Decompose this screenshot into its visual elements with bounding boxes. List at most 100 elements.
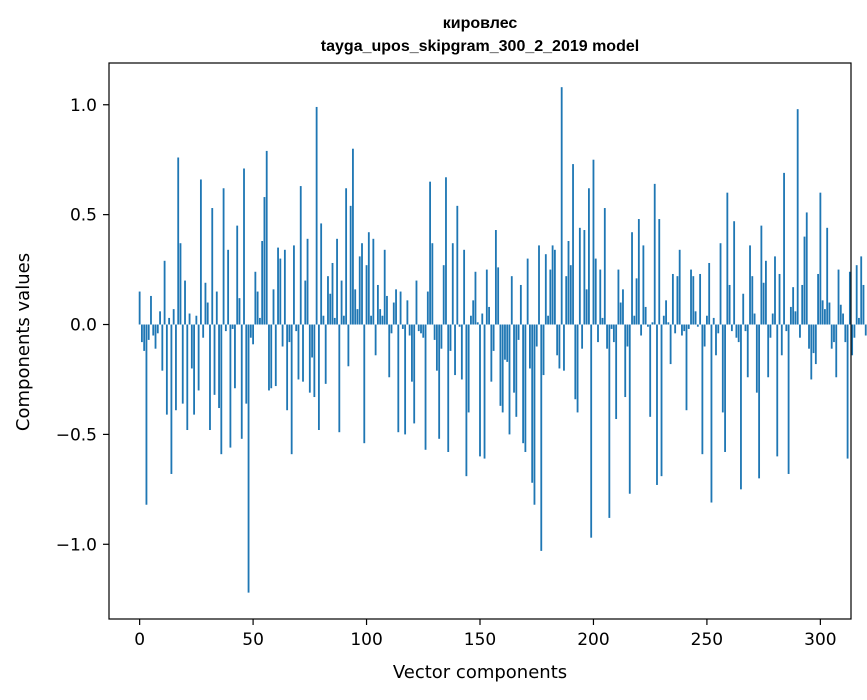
bar-118 (406, 300, 409, 325)
bar-219 (635, 278, 638, 325)
bar-112 (392, 302, 395, 325)
bar-257 (721, 324, 724, 413)
bar-284 (783, 172, 785, 325)
bar-73 (304, 280, 307, 325)
bar-11 (163, 260, 166, 325)
bar-97 (358, 256, 361, 325)
x-axis-ticks: 0 50 100 150 200 250 300 (134, 619, 837, 650)
bar-49 (249, 324, 252, 338)
y-tick-label: 0.0 (70, 316, 97, 336)
bar-217 (631, 232, 633, 325)
bar-278 (769, 324, 772, 338)
bar-308 (837, 269, 840, 325)
bar-179 (544, 254, 547, 325)
bar-90 (342, 315, 345, 325)
bar-47 (245, 324, 248, 404)
bar-216 (628, 324, 631, 494)
bar-196 (583, 230, 586, 325)
bar-253 (712, 317, 715, 325)
bar-78 (315, 106, 318, 325)
bar-247 (699, 273, 702, 325)
bar-301 (821, 300, 824, 325)
y-tick-label: 0.5 (70, 206, 97, 226)
bar-288 (792, 287, 795, 325)
bar-164 (510, 276, 513, 325)
bar-165 (513, 324, 515, 393)
bar-86 (333, 317, 336, 325)
bar-120 (411, 324, 413, 382)
bar-34 (215, 291, 218, 325)
bar-293 (803, 236, 806, 325)
bar-277 (767, 324, 770, 378)
bar-148 (474, 271, 477, 325)
bar-251 (708, 262, 711, 325)
bar-69 (295, 324, 298, 332)
bar-240 (683, 324, 686, 332)
bar-201 (594, 258, 597, 325)
bar-125 (422, 324, 425, 338)
bar-244 (692, 276, 695, 325)
bar-152 (483, 324, 486, 459)
bar-230 (660, 324, 663, 477)
bar-151 (481, 313, 484, 325)
bar-258 (724, 324, 726, 452)
bar-35 (218, 324, 220, 409)
bar-106 (379, 309, 382, 325)
bar-304 (828, 302, 831, 325)
bar-77 (313, 324, 316, 398)
bars (138, 87, 867, 593)
bar-213 (622, 289, 624, 325)
bar-189 (567, 241, 570, 325)
bar-312 (846, 324, 849, 459)
bar-132 (438, 324, 441, 439)
bar-65 (286, 324, 289, 411)
bar-202 (597, 324, 599, 343)
bar-74 (306, 238, 309, 325)
x-tick-label: 150 (464, 630, 496, 650)
bar-153 (485, 269, 488, 325)
bar-123 (417, 324, 420, 332)
bar-25 (195, 315, 198, 325)
bar-208 (610, 324, 613, 329)
bar-252 (710, 324, 713, 503)
bar-72 (302, 324, 304, 382)
bar-6 (152, 324, 155, 336)
bar-190 (569, 265, 572, 325)
bar-154 (488, 306, 490, 325)
bar-147 (472, 300, 475, 325)
bar-186 (560, 87, 563, 325)
bar-94 (352, 148, 354, 325)
bar-18 (179, 243, 182, 325)
bar-1 (140, 324, 143, 343)
bar-91 (345, 188, 348, 325)
bar-81 (322, 315, 325, 325)
bar-31 (209, 324, 211, 431)
bar-276 (765, 260, 767, 325)
bar-177 (540, 324, 543, 551)
chart-title: кировлес (443, 15, 518, 32)
bar-226 (651, 322, 654, 325)
bar-83 (327, 276, 329, 325)
bar-279 (771, 313, 774, 325)
bar-271 (753, 313, 756, 325)
bar-99 (363, 324, 366, 444)
bar-30 (206, 302, 209, 325)
x-tick-label: 200 (577, 630, 609, 650)
bar-126 (424, 324, 427, 450)
bar-191 (572, 164, 574, 325)
bar-194 (578, 227, 581, 325)
bar-297 (812, 324, 815, 354)
y-axis-ticks: −1.0 −0.5 0.0 0.5 1.0 (56, 96, 109, 555)
bar-95 (354, 289, 357, 325)
bar-210 (615, 324, 618, 420)
bar-267 (744, 324, 747, 332)
bar-55 (263, 197, 266, 325)
bar-105 (376, 284, 379, 325)
bar-138 (451, 243, 454, 325)
bar-282 (778, 273, 781, 325)
bar-197 (585, 289, 588, 325)
bar-39 (227, 249, 230, 325)
bar-3 (145, 324, 148, 505)
